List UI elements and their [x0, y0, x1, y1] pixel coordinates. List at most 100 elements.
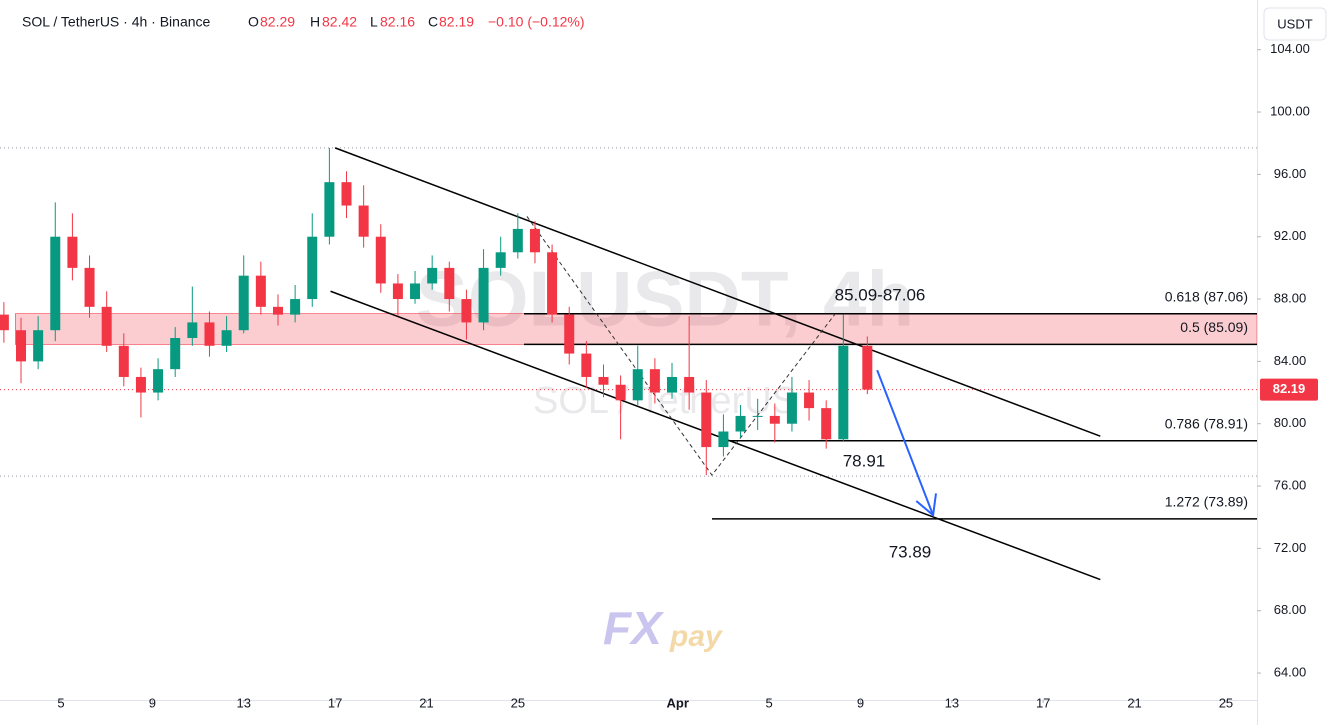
channel-line: [334, 147, 1101, 437]
candle-body: [461, 299, 472, 323]
x-tick-label: Apr: [667, 695, 689, 710]
candle-body: [427, 267, 438, 284]
y-tick-label: 84.00: [1274, 353, 1307, 368]
candle-body: [341, 182, 352, 206]
candle-body: [786, 392, 797, 424]
candle-body: [684, 376, 695, 393]
zigzag: [526, 216, 836, 476]
fib-label: 0.618 (87.06): [1165, 288, 1248, 304]
candle-body: [0, 314, 9, 331]
candle-body: [478, 267, 489, 323]
x-tick-label: 13: [945, 695, 959, 710]
x-tick-label: 17: [1036, 695, 1050, 710]
annotation: 85.09-87.06: [835, 285, 926, 304]
candle-body: [804, 392, 815, 409]
candle-body: [769, 415, 780, 424]
y-tick-label: 104.00: [1270, 41, 1310, 56]
candle-body: [238, 275, 249, 331]
fib-label: 1.272 (73.89): [1165, 494, 1248, 510]
candle-body: [153, 369, 164, 393]
symbol-title: SOL / TetherUS · 4h · Binance: [22, 14, 211, 30]
fib-label: 0.786 (78.91): [1165, 415, 1248, 431]
candle-body: [170, 338, 181, 370]
x-tick-label: 9: [149, 695, 156, 710]
y-tick-label: 76.00: [1274, 477, 1307, 492]
plot-area: 0.618 (87.06) 0.5 (85.09) 0.786 (78.91) 1.2…: [0, 147, 1258, 581]
y-tick-label: 96.00: [1274, 166, 1307, 181]
candle-body: [529, 228, 540, 253]
candle-body: [752, 415, 763, 417]
ohlc-value: 82.42: [322, 14, 357, 30]
candle-body: [718, 431, 729, 448]
fib-zone: [15, 313, 1258, 345]
candle-body: [838, 345, 849, 440]
ohlc-value: 82.19: [439, 14, 474, 30]
ohlc-change: −0.10 (−0.12%): [488, 14, 585, 30]
y-tick-label: 64.00: [1274, 664, 1307, 679]
x-tick-label: 25: [511, 695, 525, 710]
candle-body: [735, 415, 746, 432]
candle-body: [272, 306, 283, 315]
candle-body: [135, 376, 146, 393]
channel-line: [330, 290, 1101, 581]
logo-pay: pay: [669, 620, 723, 653]
candle-body: [16, 330, 27, 362]
candle-body: [255, 275, 266, 307]
ohlc-key: C: [428, 14, 438, 30]
ohlc-value: 82.16: [380, 14, 415, 30]
y-tick-label: 72.00: [1274, 540, 1307, 555]
candle-body: [307, 236, 318, 300]
candle-body: [649, 369, 660, 393]
candle-body: [358, 205, 369, 237]
ohlc-key: H: [310, 14, 320, 30]
candle-body: [598, 376, 609, 385]
candle-body: [632, 369, 643, 401]
candle-body: [375, 236, 386, 284]
x-tick-label: 17: [328, 695, 342, 710]
x-tick-label: 25: [1219, 695, 1233, 710]
logo-fx: FX: [603, 602, 664, 654]
candle-body: [564, 314, 575, 354]
candle-body: [512, 228, 523, 253]
candle-body: [862, 345, 873, 390]
y-tick-label: 80.00: [1274, 415, 1307, 430]
candle-body: [581, 353, 592, 377]
watermark-symbol: SOLUSDT, 4h: [416, 255, 914, 343]
x-tick-label: 9: [857, 695, 864, 710]
fib-label: 0.5 (85.09): [1180, 319, 1248, 335]
currency-label[interactable]: USDT: [1277, 16, 1312, 31]
arrow-head: [915, 493, 937, 518]
candle-body: [701, 392, 712, 448]
y-tick-label: 68.00: [1274, 602, 1307, 617]
candle-body: [495, 252, 506, 268]
x-tick-label: 21: [419, 695, 433, 710]
candle-body: [410, 283, 421, 300]
last-price-label: 82.19: [1273, 381, 1306, 396]
candle-body: [392, 283, 403, 300]
x-tick-label: 21: [1127, 695, 1141, 710]
x-tick-label: 5: [57, 695, 64, 710]
ohlc-key: L: [370, 14, 378, 30]
annotation: 78.91: [843, 451, 886, 470]
x-tick-label: 13: [236, 695, 250, 710]
y-tick-label: 92.00: [1274, 228, 1307, 243]
candle-body: [67, 236, 78, 268]
x-tick-label: 5: [765, 695, 772, 710]
currency-button[interactable]: [1263, 7, 1327, 41]
candle-body: [821, 408, 832, 440]
forecast-arrow: [876, 369, 935, 516]
candle-body: [667, 376, 678, 393]
candle-body: [221, 330, 232, 346]
candle-body: [84, 267, 95, 307]
candle-body: [33, 330, 44, 362]
candle-body: [615, 384, 626, 401]
annotation: 73.89: [889, 542, 932, 561]
candle-body: [204, 322, 215, 346]
candle-body: [50, 236, 61, 331]
candle-body: [324, 182, 335, 237]
candle-body: [547, 252, 558, 315]
y-tick-label: 100.00: [1270, 103, 1310, 118]
candle-body: [444, 267, 455, 300]
